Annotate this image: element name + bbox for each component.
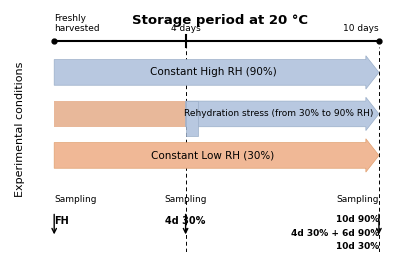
FancyArrow shape: [54, 56, 379, 89]
Text: Constant High RH (90%): Constant High RH (90%): [150, 67, 276, 77]
Text: 4 days: 4 days: [171, 24, 200, 33]
Text: Sampling: Sampling: [54, 195, 97, 204]
Text: Storage period at 20 °C: Storage period at 20 °C: [132, 14, 308, 27]
Bar: [54, 101, 186, 127]
Text: 4d 30%: 4d 30%: [166, 216, 206, 226]
Text: Sampling: Sampling: [164, 195, 207, 204]
Text: Sampling: Sampling: [336, 195, 379, 204]
FancyArrow shape: [54, 139, 379, 172]
Text: Constant Low RH (30%): Constant Low RH (30%): [152, 150, 275, 160]
Text: Rehydration stress (from 30% to 90% RH): Rehydration stress (from 30% to 90% RH): [184, 109, 374, 118]
FancyArrow shape: [186, 97, 379, 131]
Text: Freshly
harvested: Freshly harvested: [54, 14, 100, 33]
Text: 10d 30%: 10d 30%: [336, 242, 379, 251]
Text: FH: FH: [54, 216, 69, 226]
Text: 4d 30% + 6d 90%: 4d 30% + 6d 90%: [290, 229, 379, 238]
Text: 10 days: 10 days: [343, 24, 379, 33]
Text: Experimental conditions: Experimental conditions: [16, 62, 26, 197]
Bar: [186, 101, 198, 136]
Text: 10d 90%: 10d 90%: [336, 215, 379, 224]
